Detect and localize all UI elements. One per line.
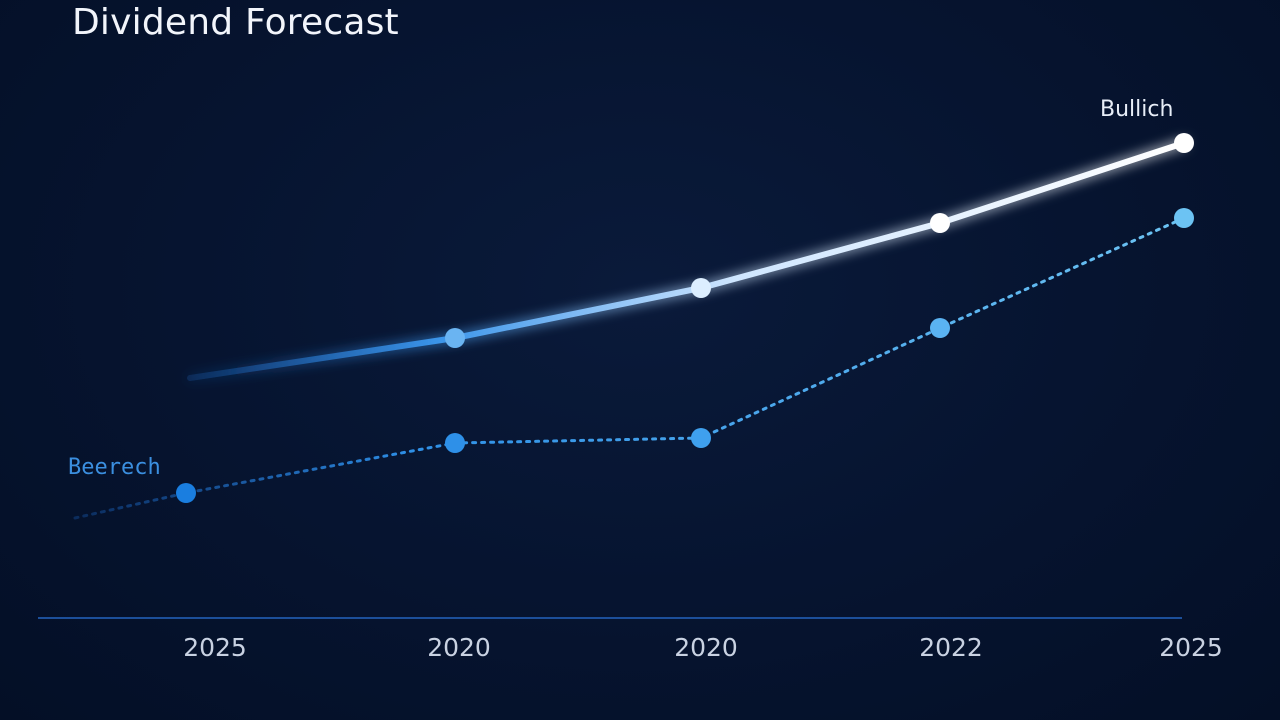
data-point-bearish — [1174, 208, 1194, 228]
x-tick-label: 2025 — [1159, 633, 1223, 662]
data-point-bullish — [930, 213, 950, 233]
x-tick-label: 2022 — [919, 633, 983, 662]
data-point-bearish — [691, 428, 711, 448]
series-label-bearish: Beerech — [68, 455, 161, 480]
data-point-bearish — [176, 483, 196, 503]
series-line-bullish — [187, 140, 1187, 381]
data-point-bearish — [445, 433, 465, 453]
data-point-bullish — [691, 278, 711, 298]
data-point-bearish — [930, 318, 950, 338]
series-label-bullish: Bullich — [1100, 97, 1173, 122]
x-tick-label: 2020 — [427, 633, 491, 662]
chart-title: Dividend Forecast — [72, 2, 399, 43]
data-point-bullish — [1174, 133, 1194, 153]
x-tick-label: 2020 — [674, 633, 738, 662]
data-point-bullish — [445, 328, 465, 348]
x-tick-label: 2025 — [183, 633, 247, 662]
